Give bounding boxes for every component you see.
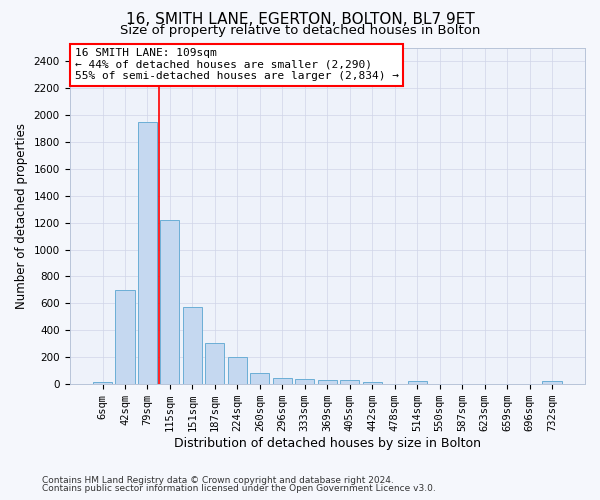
Text: 16, SMITH LANE, EGERTON, BOLTON, BL7 9ET: 16, SMITH LANE, EGERTON, BOLTON, BL7 9ET <box>125 12 475 26</box>
Bar <box>340 380 359 384</box>
Bar <box>250 374 269 384</box>
Text: Contains public sector information licensed under the Open Government Licence v3: Contains public sector information licen… <box>42 484 436 493</box>
Bar <box>407 382 427 384</box>
Bar <box>228 358 247 384</box>
Text: Contains HM Land Registry data © Crown copyright and database right 2024.: Contains HM Land Registry data © Crown c… <box>42 476 394 485</box>
Bar <box>205 343 224 384</box>
Y-axis label: Number of detached properties: Number of detached properties <box>15 123 28 309</box>
Bar <box>362 382 382 384</box>
Bar <box>295 379 314 384</box>
Bar <box>318 380 337 384</box>
Bar <box>183 308 202 384</box>
Bar <box>138 122 157 384</box>
Bar <box>93 382 112 384</box>
Bar <box>160 220 179 384</box>
Bar <box>273 378 292 384</box>
Bar <box>115 290 134 384</box>
Bar <box>542 382 562 384</box>
X-axis label: Distribution of detached houses by size in Bolton: Distribution of detached houses by size … <box>174 437 481 450</box>
Text: 16 SMITH LANE: 109sqm
← 44% of detached houses are smaller (2,290)
55% of semi-d: 16 SMITH LANE: 109sqm ← 44% of detached … <box>74 48 398 82</box>
Text: Size of property relative to detached houses in Bolton: Size of property relative to detached ho… <box>120 24 480 37</box>
